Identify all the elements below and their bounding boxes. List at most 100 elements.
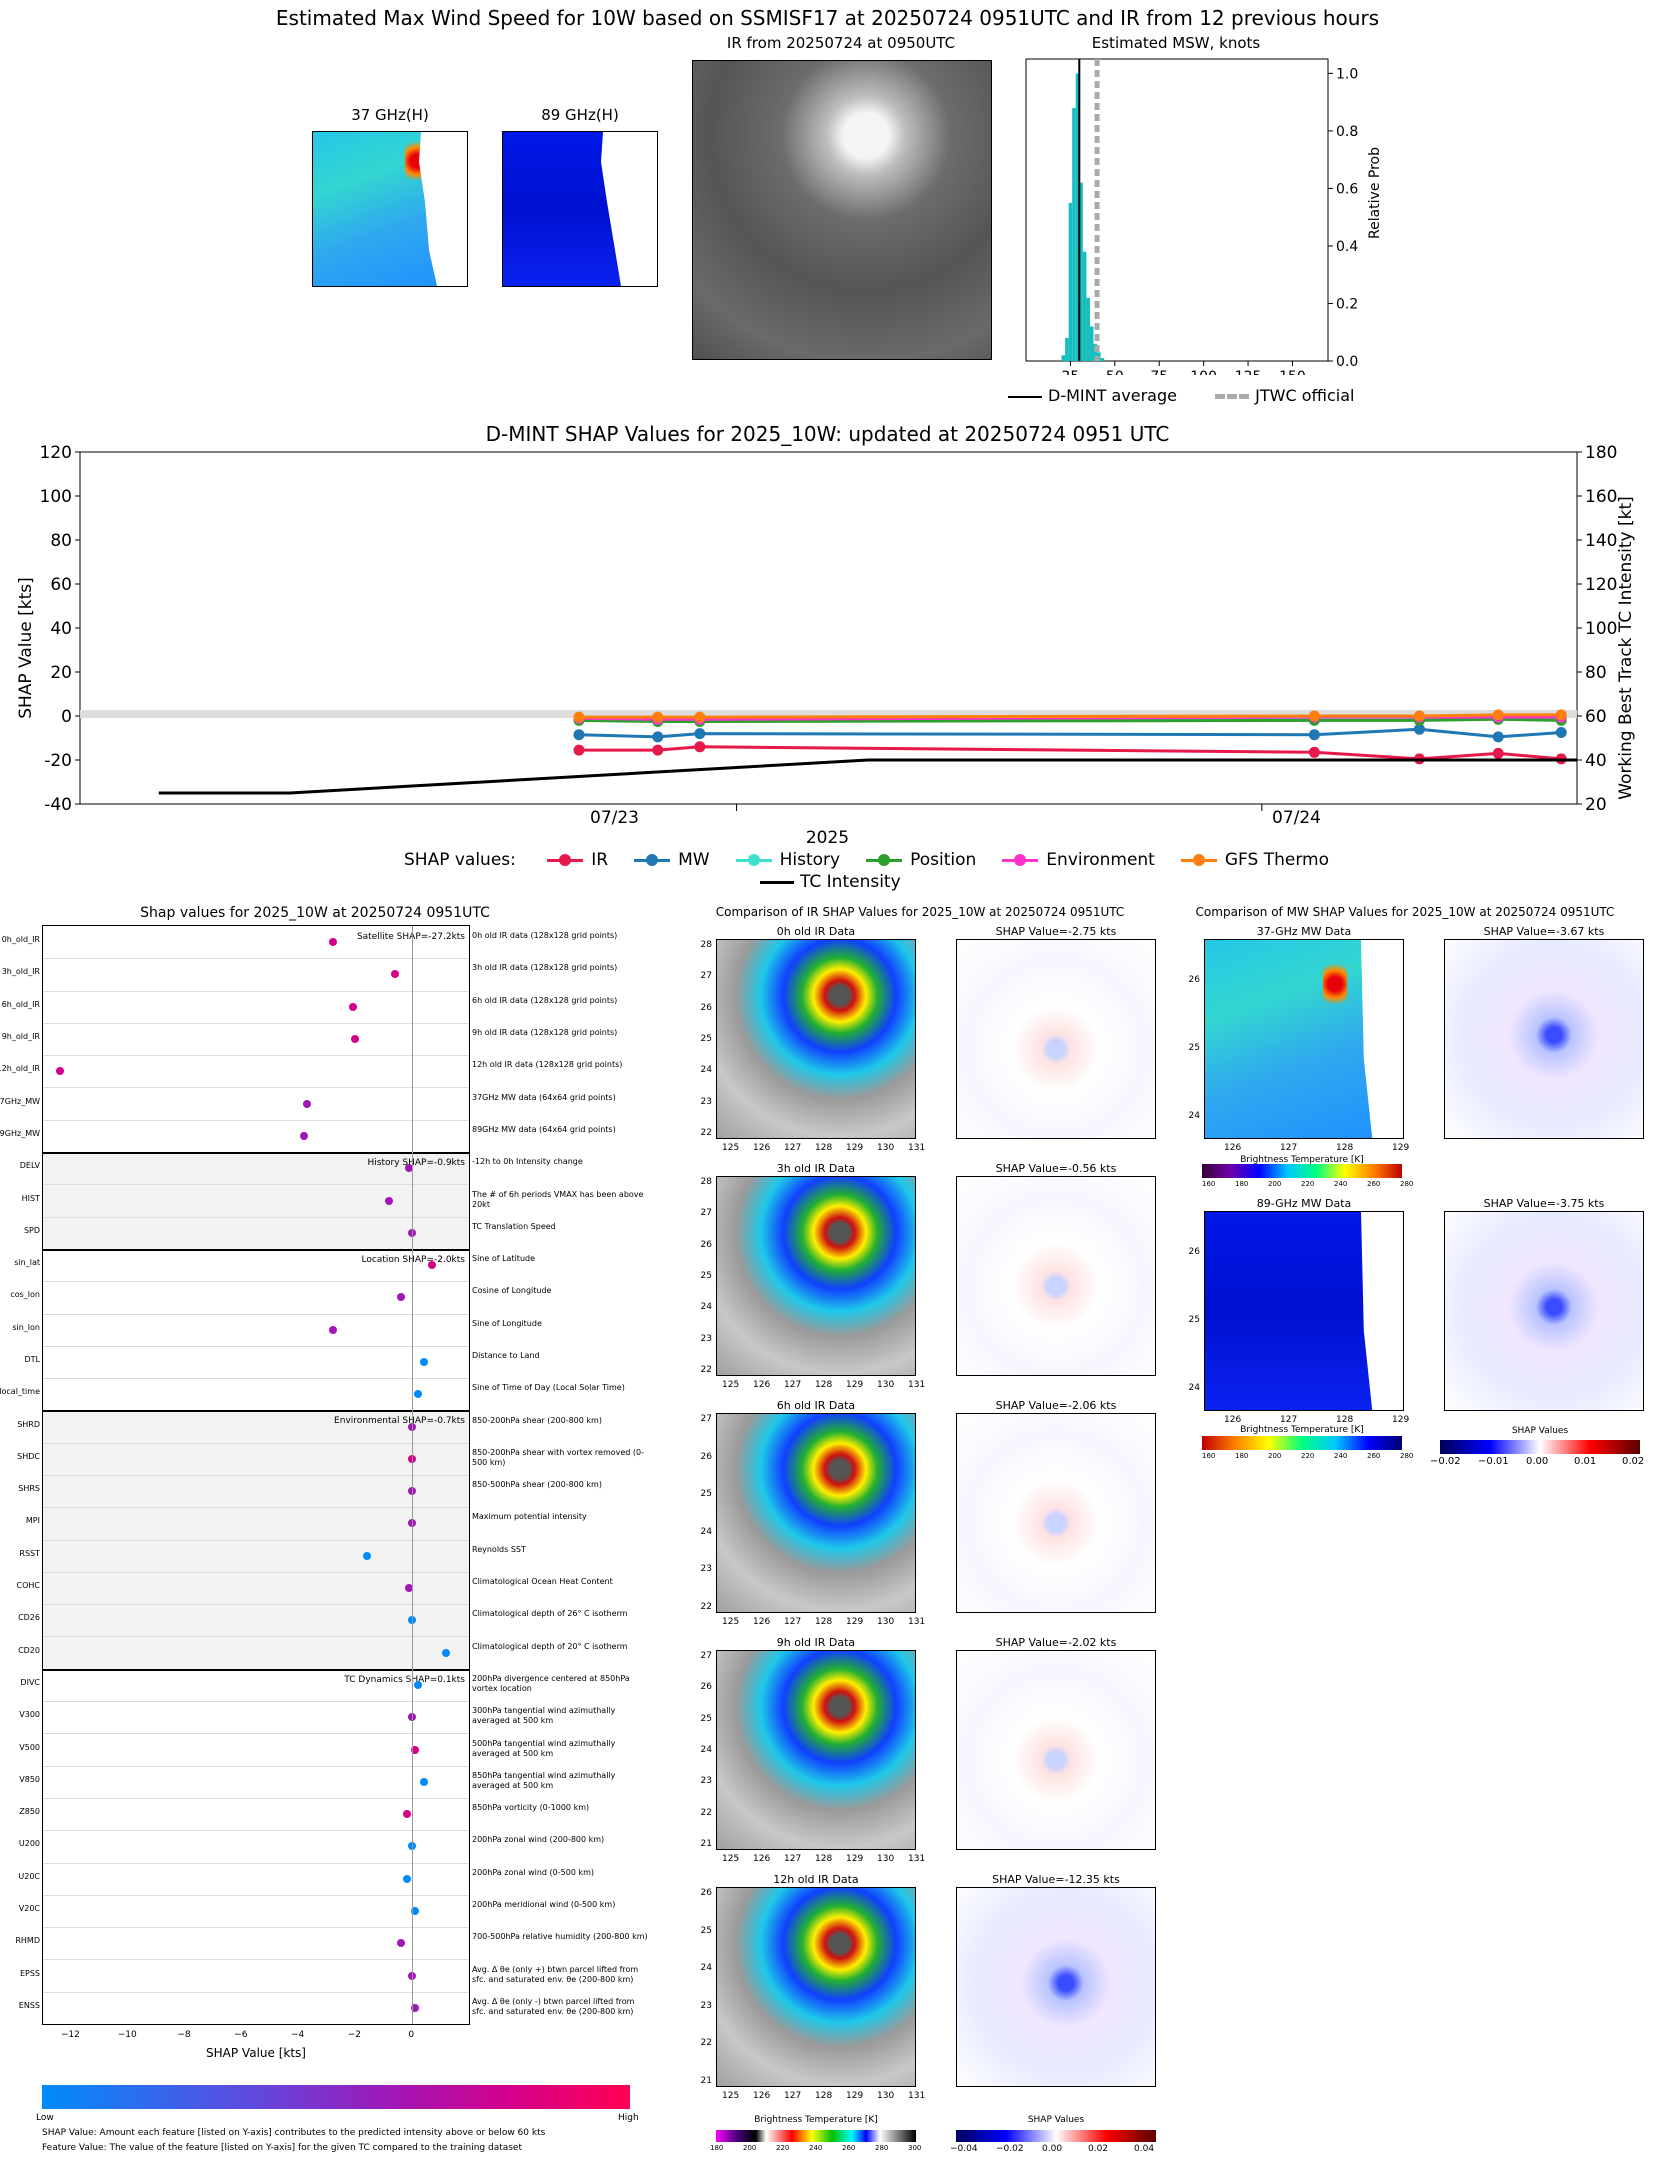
ir-xtick: 130 <box>877 1617 895 1627</box>
mw-cbar-tick: 280 <box>1400 1180 1414 1188</box>
note-shap: SHAP Value: Amount each feature [listed … <box>42 2128 546 2138</box>
msw-ytick-label: 0.2 <box>1336 296 1358 312</box>
row-gridline <box>43 1022 469 1024</box>
mw-panel-label: 37-GHz MW Data <box>1256 925 1352 938</box>
row-gridline <box>43 1442 469 1444</box>
shap-dot <box>402 1874 411 1883</box>
dotplot-xtick: −6 <box>234 2030 248 2040</box>
row-gridline <box>43 1313 469 1315</box>
ir-ytick: 24 <box>700 1065 712 1076</box>
ir-xtick: 129 <box>846 1854 864 1864</box>
ir-xtick: 125 <box>722 2091 740 2101</box>
main-title: Estimated Max Wind Speed for 10W based o… <box>275 6 1380 30</box>
ts-series-point <box>1555 727 1567 738</box>
row-gridline <box>43 1862 469 1864</box>
legend-dmint: D-MINT average <box>1048 386 1177 405</box>
mw-swath-mask <box>1361 940 1403 1138</box>
ir-xtick: 131 <box>908 2091 926 2101</box>
feature-name: DTL <box>24 1354 40 1364</box>
shap-dot <box>391 970 400 979</box>
ir-shap-tick: −0.02 <box>996 2144 1024 2154</box>
ir-xtick: 125 <box>722 1854 740 1864</box>
msw-bar <box>1075 73 1080 361</box>
mw-shap-tick: −0.02 <box>1430 1456 1461 1467</box>
feature-desc: Sine of Latitude <box>472 1254 536 1264</box>
feature-desc: Climatological depth of 20° C isotherm <box>472 1641 628 1651</box>
group-label: Satellite SHAP=-27.2kts <box>356 932 465 942</box>
ir-ytick: 25 <box>700 1034 712 1044</box>
ir-ytick: 26 <box>700 1002 712 1013</box>
ts-ytick-right-label: 20 <box>1585 795 1607 815</box>
dotplot-xlabel: SHAP Value [kts] <box>206 2046 306 2060</box>
group-label: History SHAP=-0.9kts <box>367 1158 465 1169</box>
ts-series-point <box>1413 723 1425 735</box>
mw-ytick: 26 <box>1188 975 1200 985</box>
feature-name: SHDC <box>17 1451 40 1461</box>
ir-shap-tick: 0.04 <box>1134 2144 1155 2154</box>
mw-xtick: 128 <box>1336 1415 1354 1425</box>
feature-name: sin_local_time <box>0 1387 40 1397</box>
dotplot-xtick: −10 <box>117 2030 137 2040</box>
msw-xtick-label: 75 <box>1150 369 1168 375</box>
mw-ytick: 26 <box>1188 1247 1200 1257</box>
row-gridline <box>43 1475 469 1476</box>
ts-series-point <box>1555 709 1567 721</box>
feature-desc: 500hPa tangential wind azimuthally avera… <box>472 1738 616 1758</box>
ts-series-point <box>573 711 585 723</box>
row-gridline <box>43 990 469 992</box>
ir-xtick: 129 <box>846 1617 864 1627</box>
mw-37ghz-image <box>312 131 468 287</box>
shap-dot <box>303 1099 312 1108</box>
shap-dot <box>411 1745 420 1754</box>
ir-ytick: 22 <box>700 1602 712 1612</box>
ir-shap-cbar-label: SHAP Values <box>1027 2115 1085 2125</box>
row-gridline <box>43 1345 469 1347</box>
ts-series-point <box>1413 710 1425 722</box>
ir-ytick: 27 <box>700 1208 712 1219</box>
ir-compare-title: Comparison of IR SHAP Values for 2025_10… <box>715 905 1125 919</box>
feature-desc: 850-500hPa shear (200-800 km) <box>472 1480 602 1490</box>
feature-name: CD20 <box>18 1645 40 1655</box>
feature-name: V20C <box>18 1903 40 1913</box>
ir-ytick: 27 <box>700 971 712 982</box>
ir-ytick: 25 <box>700 1271 712 1281</box>
ir-cbar-tick: 200 <box>743 2144 757 2152</box>
shap-dot <box>411 1906 420 1915</box>
ir-cbar-tick: 260 <box>842 2144 856 2152</box>
feature-desc: 200hPa meridional wind (0-500 km) <box>472 1899 616 1909</box>
ir-xtick: 130 <box>877 1143 895 1153</box>
shap-timeseries-chart: -40 -20 0 20 40 60 80 100 120 20 40 60 80 100 120 140 16… <box>40 443 1618 815</box>
ir-xtick: 127 <box>784 1380 802 1390</box>
feature-name: 0h_old_IR <box>1 935 40 945</box>
ir-xtick: 125 <box>722 1380 740 1390</box>
msw-bar <box>1086 297 1090 361</box>
mw37-colorbar <box>1202 1164 1402 1178</box>
mw-shap-map <box>1444 1211 1644 1411</box>
timeseries-title: D-MINT SHAP Values for 2025_10W: updated… <box>485 422 1170 446</box>
ir-panel-image <box>716 1650 916 1850</box>
ir-xtick: 127 <box>784 1854 802 1864</box>
row-gridline <box>43 1571 469 1573</box>
ir-xtick: 131 <box>908 1143 926 1153</box>
msw-bar <box>1072 107 1076 361</box>
swath-edge-mask-89 <box>601 132 657 286</box>
feature-name: cos_lon <box>10 1290 40 1300</box>
msw-ytick-label: 0.8 <box>1336 124 1358 140</box>
ts-ytick-right-label: 180 <box>1585 443 1617 463</box>
msw-bar <box>1061 355 1066 361</box>
dotplot-xtick: 0 <box>408 2030 415 2040</box>
mw-panel-image <box>1204 939 1404 1139</box>
ir-shap-label: SHAP Value=-0.56 kts <box>995 1162 1117 1175</box>
shap-dot <box>405 1164 414 1173</box>
feature-name: 3h_old_IR <box>1 967 40 977</box>
ir-panel-label: 9h old IR Data <box>776 1636 856 1649</box>
row-gridline <box>43 1055 469 1057</box>
ts-ytick-right-label: 40 <box>1585 751 1607 771</box>
row-gridline <box>43 1959 469 1961</box>
mw-compare-title: Comparison of MW SHAP Values for 2025_10… <box>1195 905 1615 919</box>
ir-ytick: 21 <box>700 2076 712 2086</box>
ir-xtick: 126 <box>753 1380 771 1390</box>
ir-cbar-tick: 300 <box>908 2144 922 2152</box>
feature-desc: 12h old IR data (128x128 grid points) <box>472 1060 623 1070</box>
ir-ytick: 23 <box>700 1776 712 1787</box>
